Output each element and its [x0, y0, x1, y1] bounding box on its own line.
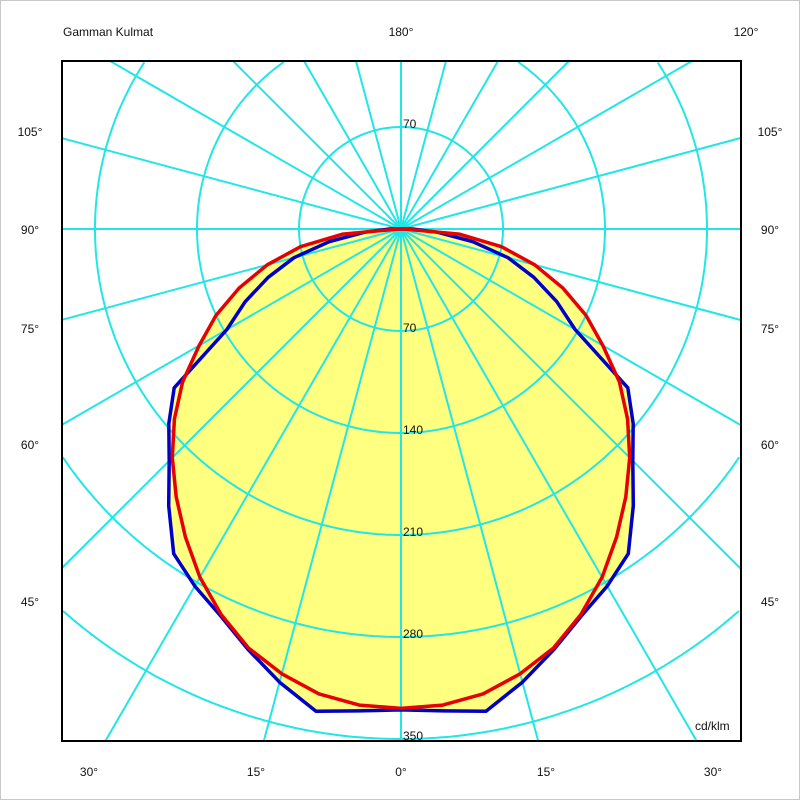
labels: Gamman Kulmat cd/klm 70 140 210 280 350 70 180…	[18, 25, 783, 779]
angle-label-top: 120°	[734, 25, 759, 39]
grid-radial-line	[355, 60, 402, 230]
unit-label: cd/klm	[695, 719, 730, 733]
angle-label-right: 75°	[761, 322, 779, 336]
grid-radial-line	[400, 228, 742, 570]
angle-label-bottom: 15°	[537, 765, 555, 779]
angle-label-left: 105°	[18, 125, 43, 139]
grid-radial-line	[400, 228, 540, 742]
angle-label-left: 75°	[21, 322, 39, 336]
angle-label-bottom: 15°	[247, 765, 265, 779]
angle-label-bottom: 30°	[80, 765, 98, 779]
angle-label-bottom: 0°	[395, 765, 407, 779]
angle-label-right: 90°	[761, 223, 779, 237]
grid-radial-line	[61, 228, 402, 569]
grid-circle	[94, 61, 708, 536]
radial-tick-label: 210	[403, 525, 423, 539]
angle-label-right: 60°	[761, 438, 779, 452]
grid-circle	[62, 610, 740, 740]
series-curve-1	[170, 227, 632, 711]
grid-radial-line	[400, 228, 742, 322]
radial-tick-label: 350	[403, 729, 423, 743]
radial-tick-label: 140	[403, 423, 423, 437]
grid-radial-line	[303, 60, 402, 230]
grid-radial-line	[400, 60, 693, 230]
grid-circle	[196, 61, 606, 434]
radial-tick-label: 280	[403, 627, 423, 641]
plot-frame	[61, 60, 742, 742]
grid-radial-line	[61, 228, 402, 426]
grid-radial-line	[61, 137, 402, 230]
grid-radial-line	[400, 60, 499, 230]
angle-label-right: 105°	[758, 125, 783, 139]
angle-label-bottom: 30°	[704, 765, 722, 779]
angle-label-top: 180°	[389, 25, 414, 39]
grid-circle	[61, 456, 741, 638]
curves	[166, 227, 636, 713]
angle-label-left: 90°	[21, 223, 39, 237]
angle-label-left: 45°	[21, 595, 39, 609]
grid-radial-line	[400, 136, 742, 230]
angle-label-right: 45°	[761, 595, 779, 609]
chart-title: Gamman Kulmat	[63, 25, 154, 39]
grid-radial-line	[104, 228, 402, 742]
grid-radial-line	[400, 228, 742, 427]
grid-radial-line	[400, 60, 447, 230]
grid-radial-line	[400, 60, 570, 230]
polar-grid	[61, 60, 742, 742]
angle-label-left: 60°	[21, 438, 39, 452]
grid-radial-line	[232, 60, 402, 230]
radial-tick-label-upper: 70	[403, 117, 417, 131]
grid-radial-line	[400, 228, 698, 742]
grid-radial-line	[109, 60, 402, 230]
radial-tick-label: 70	[403, 321, 417, 335]
grid-radial-line	[61, 228, 402, 321]
grid-radial-line	[262, 228, 402, 742]
